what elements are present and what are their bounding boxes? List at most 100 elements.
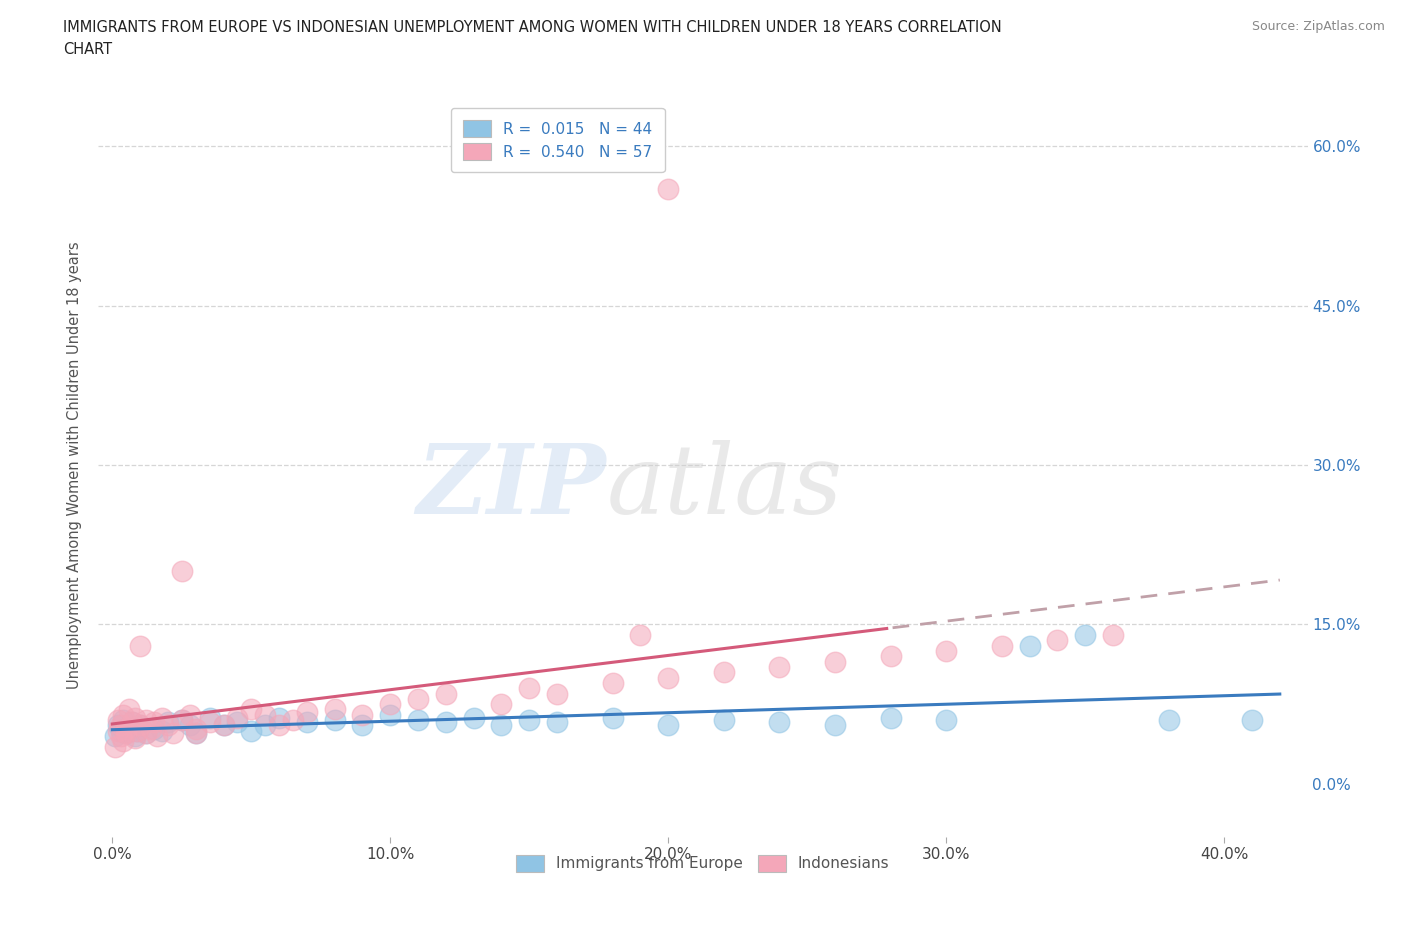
Point (352, 718, 374, 733)
Point (170, 712, 193, 727)
Point (1157, 712, 1180, 727)
Point (162, 725, 184, 740)
Point (184, 721, 207, 736)
Point (150, 711, 173, 725)
Point (212, 718, 235, 733)
Point (107, 724, 129, 738)
Point (127, 724, 149, 738)
Point (135, 725, 157, 740)
Point (824, 718, 846, 733)
Point (118, 721, 141, 736)
Point (546, 715, 568, 730)
Point (434, 686, 457, 701)
Point (112, 712, 135, 727)
Point (115, 725, 138, 740)
Point (517, 712, 540, 727)
Point (110, 724, 132, 738)
Point (630, 628, 652, 643)
Point (295, 715, 318, 730)
Point (129, 638, 152, 653)
Point (110, 728, 132, 743)
Point (269, 718, 291, 733)
Point (1240, 712, 1263, 727)
Point (104, 739, 127, 754)
Point (879, 711, 901, 725)
Point (129, 718, 152, 733)
Point (156, 718, 179, 733)
Point (602, 711, 624, 725)
Point (198, 711, 221, 725)
Point (254, 718, 277, 733)
Point (129, 718, 152, 733)
Point (323, 712, 346, 727)
Point (254, 708, 277, 723)
Text: Source: ZipAtlas.com: Source: ZipAtlas.com (1251, 20, 1385, 33)
Point (657, 718, 679, 733)
Point (107, 718, 129, 733)
Point (146, 728, 169, 743)
Point (170, 712, 193, 727)
Point (170, 564, 193, 578)
Point (118, 702, 141, 717)
Point (406, 691, 429, 706)
Point (323, 702, 346, 717)
Point (281, 712, 304, 727)
Point (135, 725, 157, 740)
Text: atlas: atlas (606, 440, 842, 535)
Point (713, 712, 735, 727)
Point (240, 724, 263, 738)
Point (380, 697, 402, 711)
Point (380, 708, 402, 723)
Point (295, 704, 318, 719)
Point (112, 734, 135, 749)
Point (198, 715, 221, 730)
Point (1018, 638, 1040, 653)
Point (226, 711, 249, 725)
Point (768, 659, 790, 674)
Point (517, 681, 540, 696)
Point (935, 644, 957, 658)
Point (1074, 628, 1097, 643)
Point (184, 725, 207, 740)
Point (768, 715, 790, 730)
Point (121, 715, 143, 730)
Point (491, 718, 513, 733)
Point (143, 715, 166, 730)
Point (115, 725, 138, 740)
Text: ZIP: ZIP (416, 440, 606, 535)
Point (269, 711, 291, 725)
Point (226, 715, 249, 730)
Point (107, 712, 129, 727)
Point (1102, 628, 1125, 643)
Point (491, 697, 513, 711)
Point (104, 728, 127, 743)
Point (406, 712, 429, 727)
Point (463, 711, 485, 725)
Point (352, 708, 374, 723)
Point (135, 712, 157, 727)
Point (179, 708, 201, 723)
Point (879, 649, 901, 664)
Point (184, 725, 207, 740)
Point (112, 708, 135, 723)
Point (657, 181, 679, 196)
Point (150, 724, 173, 738)
Point (124, 711, 146, 725)
Legend: Immigrants from Europe, Indonesians: Immigrants from Europe, Indonesians (510, 849, 896, 878)
Point (240, 702, 263, 717)
Point (713, 665, 735, 680)
Point (124, 728, 146, 743)
Point (127, 724, 149, 738)
Point (991, 638, 1014, 653)
Point (434, 715, 457, 730)
Point (824, 654, 846, 669)
Point (935, 712, 957, 727)
Point (124, 731, 146, 746)
Point (143, 721, 166, 736)
Point (179, 718, 201, 733)
Point (110, 718, 132, 733)
Point (156, 715, 179, 730)
Point (602, 675, 624, 690)
Point (115, 721, 138, 736)
Point (546, 686, 568, 701)
